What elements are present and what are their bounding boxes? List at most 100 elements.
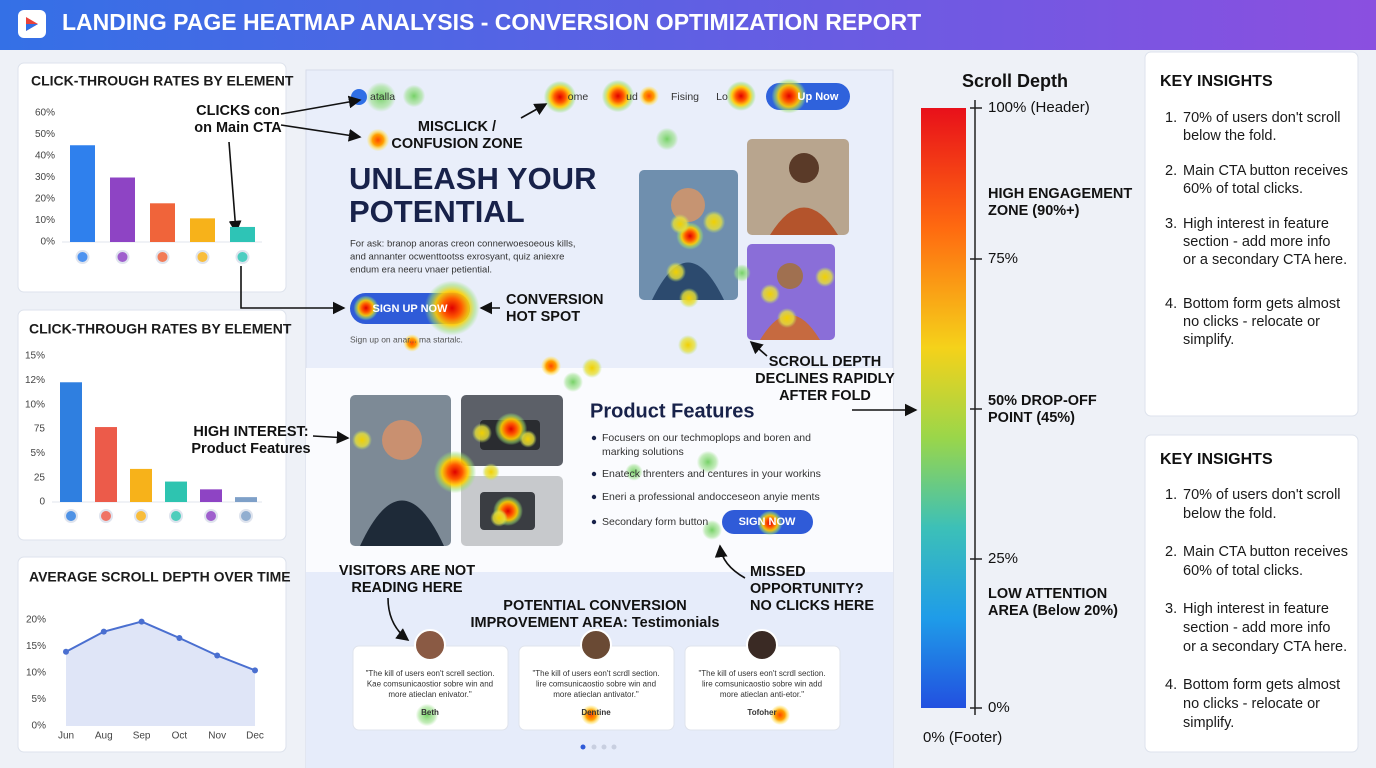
- y-tick-label: 20%: [35, 194, 55, 205]
- cta-label[interactable]: SIGN UP NOW: [373, 303, 449, 315]
- heat-spot: [402, 84, 426, 108]
- heat-spot: [639, 86, 659, 106]
- insight-number: 3.: [1165, 216, 1177, 232]
- hero-note: Sign up on anar... ma startalc.: [350, 334, 463, 344]
- insight-number: 4.: [1165, 677, 1177, 693]
- heat-spot: [696, 450, 720, 474]
- y-tick-label: 20%: [26, 615, 46, 626]
- scroll-zone: HIGH ENGAGEMENT: [988, 186, 1132, 202]
- annotation: READING HERE: [351, 580, 463, 596]
- element-icon: [235, 250, 250, 264]
- photos: [350, 139, 849, 546]
- point: [100, 628, 107, 635]
- y-tick-label: 30%: [35, 172, 55, 183]
- y-tick-label: 0%: [32, 721, 47, 732]
- annotation: HIGH INTEREST:: [193, 424, 308, 440]
- heat-spot: [424, 280, 480, 336]
- heat-spot: [625, 463, 643, 481]
- insight-text: Bottom form gets almost: [1183, 677, 1340, 693]
- insight-text: Main CTA button receives: [1183, 163, 1348, 179]
- bar: [60, 382, 82, 502]
- annotation: MISCLICK /: [418, 119, 496, 135]
- features-title: Product Features: [590, 400, 754, 422]
- insight-text: High interest in feature: [1183, 601, 1329, 617]
- bar: [165, 481, 187, 502]
- secondary-label[interactable]: SIGN NOW: [739, 516, 796, 528]
- heat-spot: [678, 335, 698, 355]
- report-title: LANDING PAGE HEATMAP ANALYSIS - CONVERSI…: [62, 9, 921, 35]
- nav-link[interactable]: Fising: [671, 91, 699, 103]
- bar: [235, 497, 257, 502]
- element-icon: [204, 509, 218, 523]
- scroll-gradient: [921, 108, 966, 708]
- annotation: HOT SPOT: [506, 309, 580, 325]
- heat-spot: [482, 463, 500, 481]
- heat-spot: [702, 520, 722, 540]
- scroll-zone: 50% DROP-OFF: [988, 393, 1097, 409]
- y-tick-label: 10%: [35, 215, 55, 226]
- insight-text: below the fold.: [1183, 128, 1277, 144]
- panel: [17, 309, 287, 541]
- logo-text: atalla: [370, 91, 395, 103]
- heat-spot: [519, 430, 537, 448]
- y-tick-label: 0%: [41, 237, 56, 248]
- bar: [200, 489, 222, 502]
- feature-text: Enateck threnters and centures in your w…: [602, 468, 821, 480]
- nav-link[interactable]: Lo: [716, 91, 728, 103]
- insight-text: section - add more info: [1183, 234, 1331, 250]
- y-tick-label: 5%: [32, 694, 47, 705]
- testimonial-name: Tofoher: [747, 708, 776, 717]
- y-tick-label: 10%: [26, 668, 46, 679]
- heat-spot: [815, 267, 835, 287]
- element-icon: [195, 250, 210, 264]
- y-tick-label: 40%: [35, 151, 55, 162]
- testimonial-cards: [352, 629, 841, 750]
- heat-spot: [366, 128, 390, 152]
- element-icon: [75, 250, 90, 264]
- chart-title: CLICK-THROUGH RATES BY ELEMENT: [29, 321, 292, 337]
- bullet: [591, 494, 597, 500]
- testimonial-quote: Kae comsunicaostior sobre win and: [367, 680, 493, 689]
- heat-spot: [726, 81, 756, 111]
- header-bar: [0, 0, 1376, 50]
- element-icon: [134, 509, 148, 523]
- x-tick-label: Oct: [172, 731, 188, 742]
- hero-title: POTENTIAL: [349, 194, 525, 229]
- nav-link[interactable]: ud: [626, 91, 638, 103]
- element-icon: [99, 509, 113, 523]
- insight-number: 2.: [1165, 544, 1177, 560]
- nav-button-label[interactable]: Up Now: [798, 91, 839, 103]
- chart-title: CLICK-THROUGH RATES BY ELEMENT: [31, 73, 294, 89]
- x-tick-label: Dec: [246, 731, 264, 742]
- annotation: DECLINES RAPIDLY: [755, 371, 895, 387]
- heat-spot: [403, 334, 421, 352]
- app-icon-shape: [26, 24, 38, 31]
- hero-text: and annanter ocwenttootss exrosyant, qui…: [350, 252, 564, 263]
- annotation: CONFUSION ZONE: [391, 136, 523, 152]
- heat-spot: [582, 358, 602, 378]
- testimonial-quote: more atieclan anti-etor.": [720, 690, 804, 699]
- insight-text: 70% of users don't scroll: [1183, 487, 1341, 503]
- hero-title: UNLEASH YOUR: [349, 161, 596, 196]
- testimonial-quote: lire comsunicaostio sobre win and: [536, 680, 656, 689]
- x-tick-label: Nov: [208, 731, 226, 742]
- heat-spot: [353, 295, 379, 321]
- scroll-zone: LOW ATTENTION: [988, 586, 1107, 602]
- annotation: CONVERSION: [506, 292, 604, 308]
- element-icon: [115, 250, 130, 264]
- bar: [70, 145, 95, 242]
- insight-text: Main CTA button receives: [1183, 544, 1348, 560]
- feature-text: Secondary form button: [602, 516, 708, 528]
- scroll-label: 75%: [988, 250, 1018, 267]
- heat-spot: [702, 210, 726, 234]
- nav-link[interactable]: ome: [568, 91, 589, 103]
- scroll-zone: ZONE (90%+): [988, 203, 1080, 219]
- heat-spot: [543, 80, 577, 114]
- point: [63, 648, 69, 655]
- heat-spot: [601, 79, 635, 113]
- annotation: NO CLICKS HERE: [750, 598, 874, 614]
- feature-text: Eneri a professional andocceseon anyie m…: [602, 491, 820, 503]
- heat-spot: [757, 510, 783, 536]
- insight-number: 1.: [1165, 487, 1177, 503]
- x-tick-label: Sep: [133, 731, 151, 742]
